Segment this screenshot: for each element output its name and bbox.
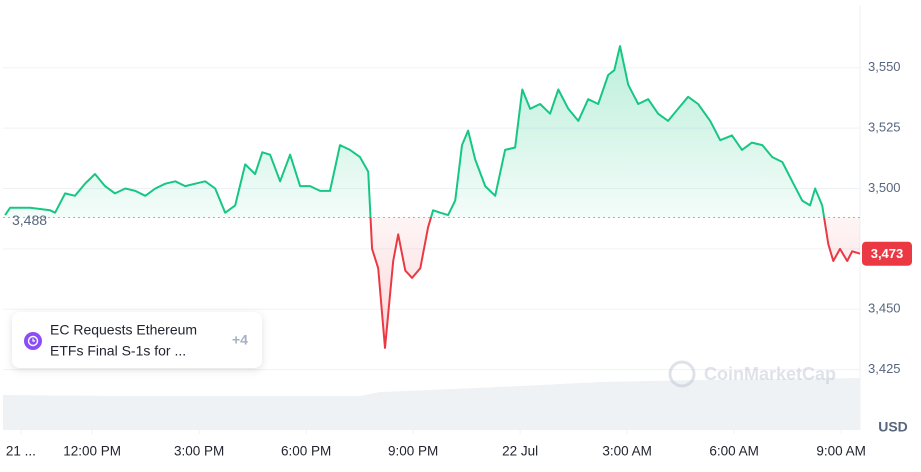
y-tick-label: 3,525	[868, 120, 901, 135]
area-fill	[5, 46, 861, 348]
event-text: ETFs Final S-1s for ...	[50, 343, 186, 359]
last-price-label: 3,473	[871, 246, 904, 261]
x-tick-label: 3:00 PM	[174, 444, 224, 459]
x-tick-label: 6:00 AM	[709, 444, 759, 459]
y-tick-label: 3,425	[868, 361, 901, 376]
x-tick-label: 12:00 PM	[63, 444, 121, 459]
watermark: CoinMarketCap	[668, 360, 836, 388]
baseline-label: 3,488	[12, 212, 47, 228]
x-tick-label: 21 ...	[6, 444, 36, 459]
x-tick-label: 9:00 PM	[388, 444, 438, 459]
last-price-badge	[862, 241, 912, 266]
y-tick-label: 3,450	[868, 301, 901, 316]
x-tick-label: 9:00 AM	[816, 444, 866, 459]
card-bg	[12, 312, 262, 368]
y-tick-label: 3,550	[868, 59, 901, 74]
event-card[interactable]: EC Requests Ethereum ETFs Final S-1s for…	[12, 312, 262, 368]
y-axis-label: USD	[878, 419, 908, 435]
volume-area	[3, 378, 860, 430]
event-icon-clock	[27, 335, 39, 347]
price-line	[4, 45, 861, 349]
event-count: +4	[232, 332, 248, 348]
x-tick-label: 6:00 PM	[281, 444, 331, 459]
y-tick-label: 3,500	[868, 180, 901, 195]
watermark-text: CoinMarketCap	[704, 364, 836, 384]
watermark-logo	[668, 360, 696, 388]
event-icon-hands	[32, 338, 35, 342]
event-text: EC Requests Ethereum	[50, 322, 197, 338]
x-tick-label: 22 Jul	[502, 444, 538, 459]
x-tick-label: 3:00 AM	[602, 444, 652, 459]
